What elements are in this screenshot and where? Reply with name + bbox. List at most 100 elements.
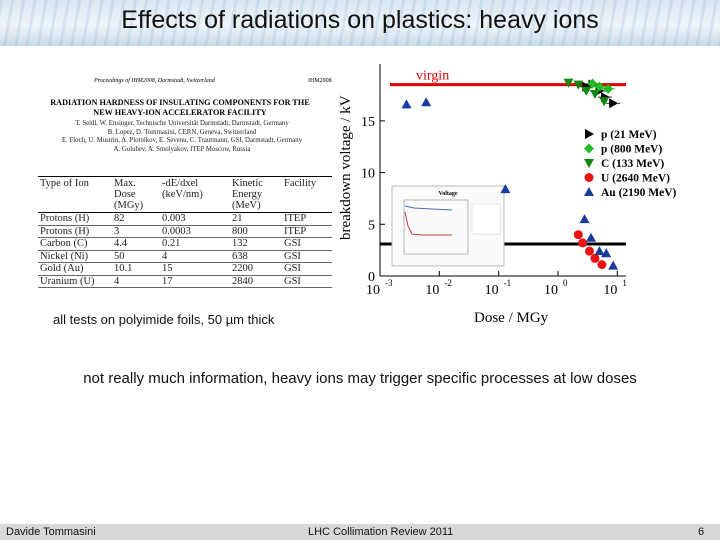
data-point-triangle-right [609, 98, 619, 109]
table-cell: GSI [282, 250, 332, 263]
x-tick-exponent: 1 [622, 278, 627, 288]
inset-plot-area [403, 199, 469, 255]
legend-marker-triangle-down [584, 159, 594, 168]
x-tick-exponent: -1 [504, 278, 512, 288]
table-cell: GSI [282, 275, 332, 288]
data-point-circle [597, 260, 607, 270]
table-cell: 4 [112, 275, 160, 288]
col-header: -dE/dxel (keV/nm) [160, 176, 230, 213]
table-cell: Protons (H) [38, 225, 112, 238]
table-cell: ITEP [282, 225, 332, 238]
data-point-triangle-up [594, 246, 605, 256]
legend-label: C (133 MeV) [601, 158, 664, 170]
paper-excerpt: Proceedings of IHM2008, Darmstadt, Switz… [28, 78, 346, 306]
tests-caption: all tests on polyimide foils, 50 µm thic… [53, 312, 275, 327]
x-tick-exponent: 0 [563, 278, 568, 288]
paper-title-line-1: RADIATION HARDNESS OF INSULATING COMPONE… [50, 98, 310, 107]
footer-page-number: 6 [698, 526, 705, 538]
table-cell: 17 [160, 275, 230, 288]
data-point-diamond [594, 81, 605, 92]
slide-title: Effects of radiations on plastics: heavy… [121, 6, 599, 34]
data-point-triangle-up [579, 214, 590, 224]
authors-line: E. Floch, U. Mustrin, A. Plotnikov, E. S… [61, 137, 303, 145]
data-point-triangle-up [421, 97, 432, 107]
inset-series-line [404, 211, 452, 236]
x-tick-label: 10 [485, 283, 499, 298]
data-point-diamond [603, 83, 614, 94]
table-cell: ITEP [282, 212, 332, 226]
table-cell: 10.1 [112, 262, 160, 276]
data-point-triangle-down [599, 97, 610, 107]
table-cell: 4 [160, 250, 230, 263]
breakdown-voltage-chart: 0 5 10 15 10 -3 10 -2 10 -1 10 0 10 1 breakdown voltag… [336, 58, 720, 330]
table-row: Nickel (Ni) 50 4 638 GSI [38, 250, 332, 263]
authors-line: A. Golubev, A. Smolyakov, ITEP Moscow, R… [113, 145, 251, 153]
y-tick-label: 0 [368, 270, 375, 285]
data-point-triangle-up [601, 248, 612, 258]
table-cell: 0.0003 [160, 225, 230, 238]
table-cell: 0.003 [160, 212, 230, 226]
table-cell: Protons (H) [38, 212, 112, 226]
data-point-triangle-down [573, 80, 584, 90]
paper-title: RADIATION HARDNESS OF INSULATING COMPONE… [30, 98, 330, 118]
x-tick-exponent: -2 [444, 278, 452, 288]
conclusion-caption: not really much information, heavy ions … [83, 370, 637, 387]
x-tick-label: 10 [425, 283, 439, 298]
table-cell: Gold (Au) [38, 262, 112, 276]
data-point-diamond [587, 78, 598, 89]
table-cell: 0.21 [160, 237, 230, 251]
table-cell: GSI [282, 237, 332, 251]
table-cell: 21 [230, 212, 282, 226]
data-point-circle [573, 230, 583, 240]
legend-label: p (21 MeV) [601, 129, 657, 141]
table-cell: 132 [230, 237, 282, 251]
paper-header: Proceedings of IHM2008, Darmstadt, Switz… [94, 78, 215, 84]
legend-label: Au (2190 MeV) [601, 187, 677, 199]
table-row: Carbon (C) 4.4 0.21 132 GSI [38, 237, 332, 251]
table-row: Gold (Au) 10.1 15 2200 GSI [38, 262, 332, 276]
x-tick-exponent: -3 [385, 278, 393, 288]
table-header-row: Type of Ion Max. Dose (MGy) -dE/dxel (ke… [38, 176, 332, 213]
legend-label: U (2640 MeV) [601, 173, 670, 185]
y-tick-label: 5 [368, 218, 375, 233]
table-cell: 800 [230, 225, 282, 238]
table-cell: 3 [112, 225, 160, 238]
table-cell: 82 [112, 212, 160, 226]
ion-table: Type of Ion Max. Dose (MGy) -dE/dxel (ke… [38, 176, 332, 288]
inset-series-line [404, 205, 453, 211]
x-tick-label: 10 [544, 283, 558, 298]
footer-bar: Davide Tommasini LHC Collimation Review … [0, 524, 720, 540]
table-row: Protons (H) 3 0.0003 800 ITEP [38, 225, 332, 238]
authors-line: T. Seidl, W. Ensinger, Technische Univer… [75, 120, 289, 127]
data-point-triangle-up [586, 232, 597, 242]
data-point-triangle-up [608, 260, 619, 270]
x-tick-label: 10 [366, 283, 380, 298]
table-row: Protons (H) 82 0.003 21 ITEP [38, 212, 332, 226]
title-banner [0, 0, 720, 46]
data-point-circle [590, 253, 600, 263]
table-cell: 4.4 [112, 237, 160, 251]
table-cell: 2840 [230, 275, 282, 288]
footer-author: Davide Tommasini [6, 526, 96, 538]
table-cell: 50 [112, 250, 160, 263]
col-header: Kinetic Energy (MeV) [230, 176, 282, 213]
table-cell: 15 [160, 262, 230, 276]
data-point-triangle-up [500, 184, 511, 194]
data-point-circle [578, 238, 588, 248]
legend-marker-triangle-right [585, 129, 594, 139]
table-cell: Uranium (U) [38, 275, 112, 288]
y-tick-label: 10 [361, 167, 375, 182]
legend-marker-circle [584, 173, 594, 182]
paper-authors: T. Seidl, W. Ensinger, Technische Univer… [32, 120, 332, 154]
authors-line: B. Lopez, D. Tommasini, CERN, Geneva, Sw… [107, 128, 257, 136]
table-cell: Carbon (C) [38, 237, 112, 251]
legend-marker-triangle-up [584, 187, 594, 196]
y-tick-label: 15 [361, 115, 375, 130]
data-point-triangle-down [589, 89, 600, 99]
inset-title: Voltage [438, 191, 457, 197]
col-header: Type of Ion [38, 176, 112, 213]
footer-event: LHC Collimation Review 2011 [308, 526, 454, 538]
col-header: Max. Dose (MGy) [112, 176, 160, 213]
paper-id: IHM2008 [308, 78, 332, 84]
